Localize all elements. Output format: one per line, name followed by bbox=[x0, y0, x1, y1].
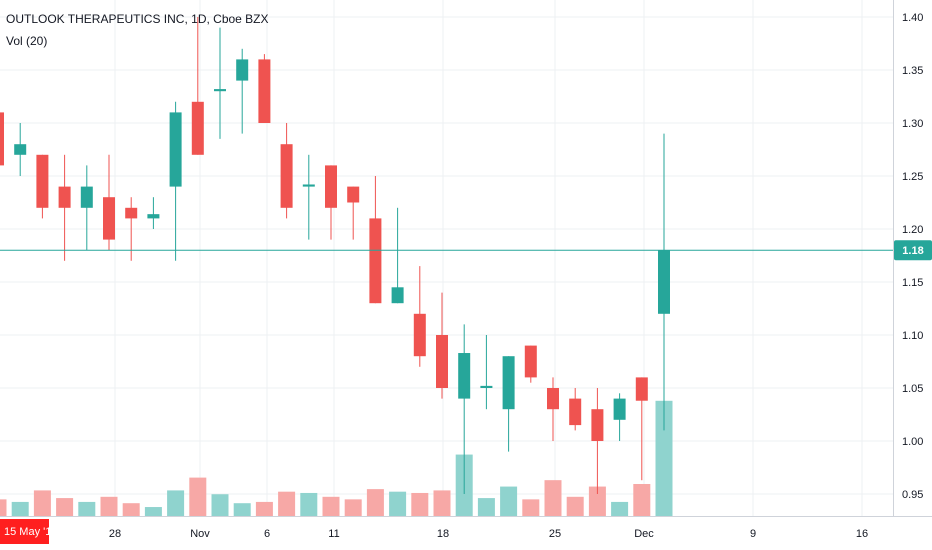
candle-body bbox=[36, 154, 49, 208]
candle-body bbox=[125, 207, 138, 219]
y-tick-label: 1.00 bbox=[902, 436, 923, 448]
volume-bar bbox=[144, 507, 162, 516]
x-tick-label: 18 bbox=[437, 528, 449, 540]
candle-body bbox=[236, 59, 249, 81]
y-tick-label: 1.10 bbox=[902, 330, 923, 342]
candle-body bbox=[569, 398, 582, 426]
x-tick-label: 25 bbox=[549, 528, 561, 540]
candle-body bbox=[302, 184, 315, 187]
candle-body bbox=[58, 186, 71, 208]
date-badge-label: 15 May '19 bbox=[4, 526, 57, 538]
candle-body bbox=[458, 353, 471, 399]
x-tick-label: 28 bbox=[109, 528, 121, 540]
volume-bar bbox=[56, 498, 74, 516]
x-tick-label: 16 bbox=[856, 528, 868, 540]
volume-bar bbox=[233, 503, 251, 516]
volume-bar bbox=[611, 501, 629, 516]
last-price-label: 1.18 bbox=[902, 245, 923, 257]
candle-body bbox=[147, 214, 160, 219]
candle-body bbox=[325, 165, 337, 208]
volume-bar bbox=[588, 486, 606, 516]
candle-body bbox=[0, 112, 4, 166]
y-tick-label: 1.40 bbox=[902, 12, 923, 24]
chart-title[interactable]: OUTLOOK THERAPEUTICS INC, 1D, Cboe BZX bbox=[6, 12, 269, 26]
x-tick-label: Nov bbox=[190, 528, 210, 540]
price-axis[interactable]: 1.40 1.35 1.30 1.25 1.20 1.15 1.10 1.05 1.00 0.95 bbox=[902, 12, 923, 501]
volume-bar bbox=[522, 499, 540, 516]
candle-body bbox=[169, 112, 182, 187]
candle-body bbox=[524, 345, 537, 378]
candle-body bbox=[214, 89, 226, 92]
candlesticks bbox=[0, 17, 670, 494]
candle-body bbox=[547, 388, 559, 410]
candle-body bbox=[391, 287, 404, 304]
candle-body bbox=[413, 313, 426, 357]
candle-body bbox=[258, 59, 271, 123]
volume-bar bbox=[655, 400, 673, 516]
volume-bar bbox=[189, 477, 207, 516]
candle-body bbox=[635, 377, 648, 401]
volume-bar bbox=[411, 492, 429, 516]
y-tick-label: 0.95 bbox=[902, 489, 923, 501]
candle-body bbox=[347, 186, 360, 203]
y-tick-label: 1.35 bbox=[902, 65, 923, 77]
grid-lines bbox=[0, 0, 893, 516]
volume-bar bbox=[389, 491, 407, 516]
x-tick-label: 9 bbox=[750, 528, 756, 540]
volume-bar bbox=[0, 499, 7, 516]
chart-legend: OUTLOOK THERAPEUTICS INC, 1D, Cboe BZX V… bbox=[6, 8, 269, 52]
volume-bar bbox=[300, 492, 318, 516]
volume-indicator-label[interactable]: Vol (20) bbox=[6, 34, 48, 48]
candle-body bbox=[280, 144, 293, 208]
x-tick-label: 6 bbox=[264, 528, 270, 540]
volume-bar bbox=[366, 489, 384, 516]
y-tick-label: 1.30 bbox=[902, 118, 923, 130]
y-tick-label: 1.20 bbox=[902, 224, 923, 236]
candle-body bbox=[436, 335, 448, 388]
volume-bar bbox=[11, 501, 29, 516]
last-price-badge-bg bbox=[894, 240, 932, 261]
last-price-badge: 1.18 bbox=[894, 240, 932, 261]
y-tick-label: 1.15 bbox=[902, 277, 923, 289]
volume-bar bbox=[122, 503, 140, 516]
candle-body bbox=[369, 218, 382, 304]
volume-bars bbox=[0, 400, 673, 516]
candle-body bbox=[14, 144, 27, 155]
volume-bar bbox=[633, 484, 651, 516]
volume-bar bbox=[477, 498, 495, 516]
volume-bar bbox=[167, 490, 185, 516]
y-tick-label: 1.25 bbox=[902, 171, 923, 183]
time-axis[interactable]: 28 Nov 6 11 18 25 Dec 9 16 bbox=[109, 528, 868, 540]
volume-bar bbox=[33, 490, 51, 516]
x-tick-label: 11 bbox=[328, 528, 339, 540]
candle-body bbox=[103, 197, 115, 240]
date-badge: 15 May '19 bbox=[0, 519, 57, 544]
volume-bar bbox=[344, 499, 362, 516]
candle-body bbox=[502, 356, 515, 410]
volume-bar bbox=[322, 496, 340, 516]
volume-bar bbox=[211, 494, 229, 516]
volume-bar bbox=[78, 501, 96, 516]
volume-bar bbox=[566, 496, 584, 516]
candle-body bbox=[613, 398, 626, 420]
volume-bar bbox=[544, 480, 562, 516]
y-tick-label: 1.05 bbox=[902, 383, 923, 395]
candle-body bbox=[591, 409, 604, 441]
volume-bar bbox=[278, 491, 296, 516]
candle-body bbox=[191, 101, 204, 155]
volume-bar bbox=[500, 486, 518, 516]
candle-body bbox=[480, 385, 493, 388]
volume-bar bbox=[433, 490, 451, 516]
candle-body bbox=[80, 186, 93, 208]
volume-bar bbox=[100, 496, 118, 516]
volume-bar bbox=[255, 501, 273, 516]
candle-body bbox=[658, 250, 670, 314]
x-tick-label: Dec bbox=[634, 528, 654, 540]
date-badge-bg bbox=[0, 519, 49, 544]
